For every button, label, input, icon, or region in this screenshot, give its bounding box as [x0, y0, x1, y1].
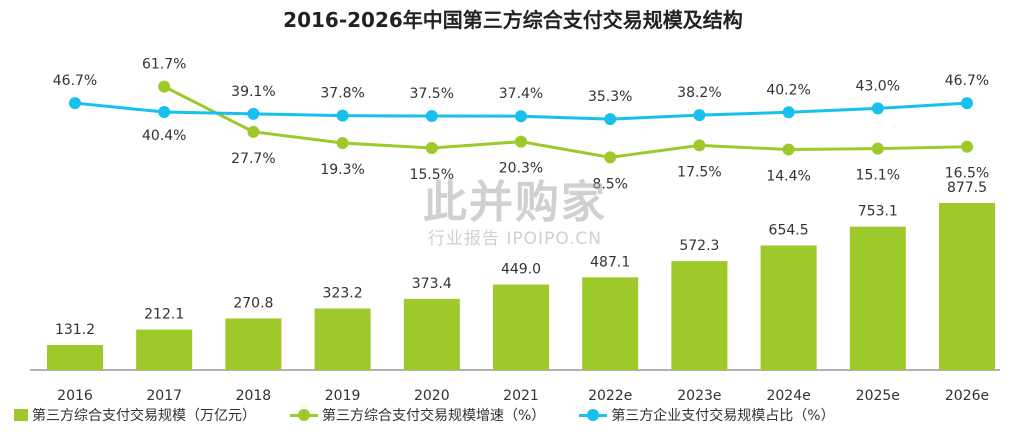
label-share-2016: 46.7% — [53, 73, 97, 89]
point-growth-2025e — [871, 142, 884, 155]
label-growth-2022e: 8.5% — [592, 176, 628, 192]
label-growth-2019: 19.3% — [320, 162, 364, 178]
x-tick-label-2021: 2021 — [503, 388, 539, 404]
x-tick-label-2022e: 2022e — [588, 388, 632, 404]
bar-label-2020: 373.4 — [412, 276, 452, 292]
x-tick-label-2018: 2018 — [236, 388, 272, 404]
legend-label-volume: 第三方综合支付交易规模（万亿元） — [32, 408, 256, 424]
bar-label-2023e: 572.3 — [679, 238, 719, 254]
legend-item-growth: 第三方综合支付交易规模增速（%） — [290, 405, 545, 425]
bar-volume-2025e — [849, 226, 906, 370]
point-growth-2022e — [604, 151, 617, 164]
point-share-2026e — [961, 97, 973, 110]
legend-item-share: 第三方企业支付交易规模占比（%） — [579, 405, 835, 425]
bar-label-2017: 212.1 — [144, 307, 184, 323]
legend-item-volume: 第三方综合支付交易规模（万亿元） — [14, 405, 256, 425]
label-growth-2023e: 17.5% — [677, 164, 721, 180]
legend-label-share: 第三方企业支付交易规模占比（%） — [611, 408, 835, 424]
point-growth-2019 — [336, 137, 349, 149]
bar-volume-2020 — [403, 298, 460, 370]
point-share-2018 — [247, 107, 260, 120]
bar-volume-2017 — [136, 329, 193, 370]
label-share-2022e: 35.3% — [588, 89, 632, 105]
legend-bar-swatch — [14, 409, 28, 421]
point-share-2024e — [782, 106, 795, 119]
label-share-2021: 37.4% — [499, 86, 543, 102]
point-growth-2017 — [158, 80, 171, 93]
label-share-2026e: 46.7% — [945, 73, 989, 89]
bar-volume-2018 — [225, 318, 282, 370]
bar-volume-2024e — [760, 245, 817, 370]
bar-volume-2019 — [314, 308, 371, 370]
x-tick-label-2019: 2019 — [325, 388, 361, 404]
line-growth — [163, 85, 968, 159]
label-share-2018: 39.1% — [231, 84, 275, 100]
point-share-2019 — [336, 109, 349, 122]
label-share-2017: 40.4% — [142, 128, 186, 144]
label-growth-2024e: 14.4% — [766, 169, 810, 185]
point-share-2023e — [693, 109, 706, 122]
label-growth-2020: 15.5% — [410, 167, 454, 183]
chart-legend: 第三方综合支付交易规模（万亿元） 第三方综合支付交易规模增速（%） 第三方企业支… — [14, 404, 869, 426]
bar-label-2026e: 877.5 — [947, 180, 987, 196]
point-growth-2021 — [515, 135, 527, 148]
point-growth-2024e — [782, 143, 795, 156]
label-growth-2025e: 15.1% — [856, 168, 900, 184]
label-growth-2017: 61.7% — [142, 57, 186, 73]
point-share-2022e — [604, 113, 617, 126]
bar-label-2022e: 487.1 — [590, 254, 630, 270]
label-share-2024e: 40.2% — [766, 82, 810, 98]
bar-label-2024e: 654.5 — [769, 222, 809, 238]
legend-line-swatch-growth — [290, 409, 318, 421]
label-share-2023e: 38.2% — [677, 85, 721, 101]
bar-volume-2016 — [47, 345, 103, 370]
label-growth-2021: 20.3% — [499, 161, 543, 177]
x-tick-label-2026e: 2026e — [945, 388, 989, 404]
label-share-2020: 37.5% — [410, 86, 454, 102]
legend-label-growth: 第三方综合支付交易规模增速（%） — [322, 408, 546, 424]
label-share-2025e: 43.0% — [856, 78, 900, 94]
x-tick-label-2017: 2017 — [146, 388, 182, 404]
point-share-2025e — [871, 102, 884, 115]
label-growth-2026e: 16.5% — [945, 166, 989, 182]
point-growth-2026e — [961, 140, 973, 153]
bar-volume-2021 — [493, 284, 549, 370]
bar-label-2016: 131.2 — [55, 322, 95, 338]
label-share-2019: 37.8% — [320, 86, 364, 102]
point-share-2021 — [515, 110, 527, 123]
bar-label-2018: 270.8 — [233, 295, 273, 311]
x-tick-label-2025e: 2025e — [856, 388, 900, 404]
x-tick-label-2020: 2020 — [414, 388, 450, 404]
bar-volume-2023e — [671, 261, 728, 370]
label-growth-2018: 27.7% — [231, 151, 275, 167]
legend-line-swatch-share — [579, 409, 608, 421]
bar-label-2025e: 753.1 — [858, 204, 898, 220]
point-growth-2018 — [247, 125, 260, 138]
point-growth-2020 — [425, 142, 438, 155]
x-tick-label-2023e: 2023e — [677, 388, 721, 404]
bar-label-2019: 323.2 — [323, 285, 363, 301]
bar-label-2021: 449.0 — [501, 262, 541, 278]
chart-title: 2016-2026年中国第三方综合支付交易规模及结构 — [283, 8, 743, 32]
point-share-2020 — [425, 110, 438, 123]
point-share-2017 — [158, 106, 171, 118]
point-growth-2023e — [693, 139, 706, 152]
bar-volume-2026e — [939, 203, 995, 370]
x-tick-label-2016: 2016 — [57, 388, 93, 404]
point-share-2016 — [69, 97, 81, 110]
x-tick-label-2024e: 2024e — [766, 388, 810, 404]
bar-volume-2022e — [582, 277, 639, 370]
